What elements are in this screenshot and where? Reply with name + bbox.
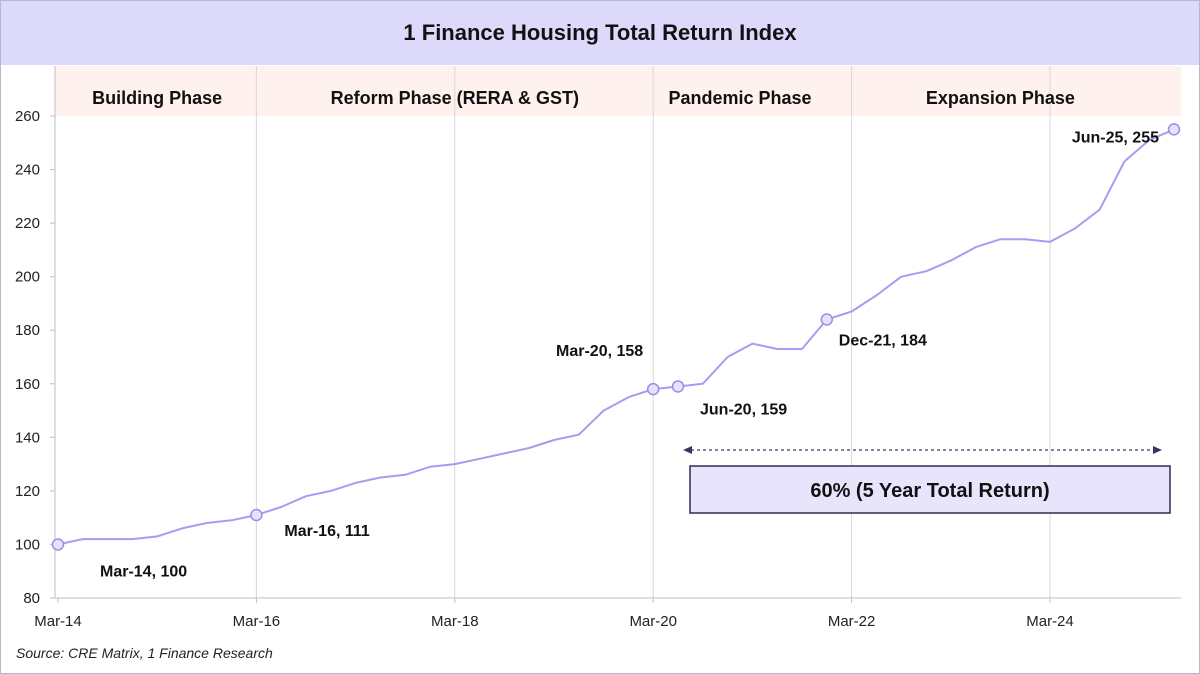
highlight-point — [51, 538, 65, 551]
phase-label: Building Phase — [92, 88, 222, 108]
highlight-point — [646, 382, 660, 396]
axis-layer: 80 100 120 140 160 180 200 220 240 260 Mar-14 Mar-1… — [15, 66, 1181, 630]
y-tick-label: 120 — [15, 483, 40, 500]
source-note: Source: CRE Matrix, 1 Finance Research — [16, 645, 273, 661]
y-tick-label: 100 — [15, 536, 40, 553]
phase-labels: Building Phase Reform Phase (RERA & GST) P… — [92, 88, 1075, 108]
series-line-layer — [57, 128, 1175, 546]
y-tick-label: 80 — [23, 590, 40, 607]
highlight-point — [671, 380, 685, 393]
highlight-point — [1167, 123, 1181, 136]
y-tick-label: 260 — [15, 108, 40, 125]
callout-arrow-head-left — [683, 446, 692, 454]
y-tick-label: 220 — [15, 215, 40, 232]
highlight-points — [51, 123, 1181, 551]
data-label: Mar-14, 100 — [100, 563, 187, 580]
phase-label: Pandemic Phase — [668, 88, 811, 108]
phase-band — [55, 66, 1181, 116]
phase-label: Expansion Phase — [926, 88, 1075, 108]
x-tick-label: Mar-16 — [233, 613, 281, 630]
data-label: Jun-20, 159 — [700, 401, 787, 418]
y-tick-label: 140 — [15, 429, 40, 446]
y-tick-label: 160 — [15, 376, 40, 393]
y-tick-label: 180 — [15, 322, 40, 339]
highlight-point — [820, 313, 834, 326]
x-tick-label: Mar-22 — [828, 613, 876, 630]
data-label: Mar-16, 111 — [284, 523, 370, 540]
grid-layer — [255, 66, 1051, 598]
phase-label: Reform Phase (RERA & GST) — [331, 88, 579, 108]
callout-box — [689, 465, 1171, 514]
x-tick-label: Mar-14 — [34, 613, 82, 630]
total-return-callout: 60% (5 Year Total Return) — [683, 446, 1171, 514]
series-line — [57, 128, 1175, 546]
chart-title: 1 Finance Housing Total Return Index — [1, 1, 1199, 65]
x-tick-label: Mar-24 — [1026, 613, 1074, 630]
y-tick-label: 240 — [15, 162, 40, 179]
x-tick-label: Mar-18 — [431, 613, 479, 630]
data-label: Dec-21, 184 — [839, 333, 927, 350]
highlight-point — [250, 508, 263, 522]
callout-arrow-head-right — [1153, 446, 1162, 454]
data-label: Jun-25, 255 — [1072, 129, 1159, 146]
data-label: Mar-20, 158 — [556, 343, 643, 360]
y-tick-label: 200 — [15, 269, 40, 286]
data-labels: Mar-14, 100 Mar-16, 111 Mar-20, 158 Jun-20,… — [100, 129, 1159, 580]
callout-text: 60% (5 Year Total Return) — [810, 480, 1049, 502]
x-tick-label: Mar-20 — [629, 613, 677, 630]
